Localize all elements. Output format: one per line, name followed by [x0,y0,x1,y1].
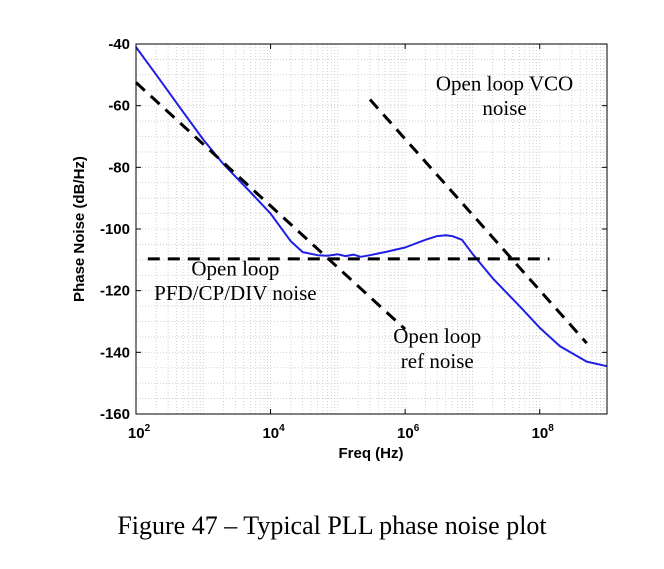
figure-caption: Figure 47 – Typical PLL phase noise plot [117,511,547,540]
x-tick-label: 104 [262,423,285,442]
x-tick-label: 108 [532,423,555,442]
y-axis-label: Phase Noise (dB/Hz) [71,156,88,302]
annotation-label: Open loop VCO [436,71,573,95]
x-tick-label: 102 [128,423,151,442]
y-tick-label: -100 [100,221,130,238]
annotation-label: Open loop [191,256,279,280]
dashed-asymptote-line-1 [134,81,407,331]
y-tick-label: -80 [108,159,130,176]
annotation-label: Open loop [393,324,481,348]
y-tick-label: -60 [108,98,130,115]
y-tick-label: -140 [100,344,130,361]
x-axis-label: Freq (Hz) [339,445,404,462]
dashed-asymptote-line-2 [368,98,588,345]
series-group [134,46,608,368]
phase-noise-curve-0 [135,46,608,368]
annotation-label: ref noise [401,349,474,373]
y-tick-label: -160 [100,406,130,423]
y-tick-label: -120 [100,283,130,300]
annotation-label: noise [482,96,526,120]
annotation-label: PFD/CP/DIV noise [154,281,316,305]
x-tick-label: 106 [397,423,420,442]
y-tick-label: -40 [108,36,130,53]
